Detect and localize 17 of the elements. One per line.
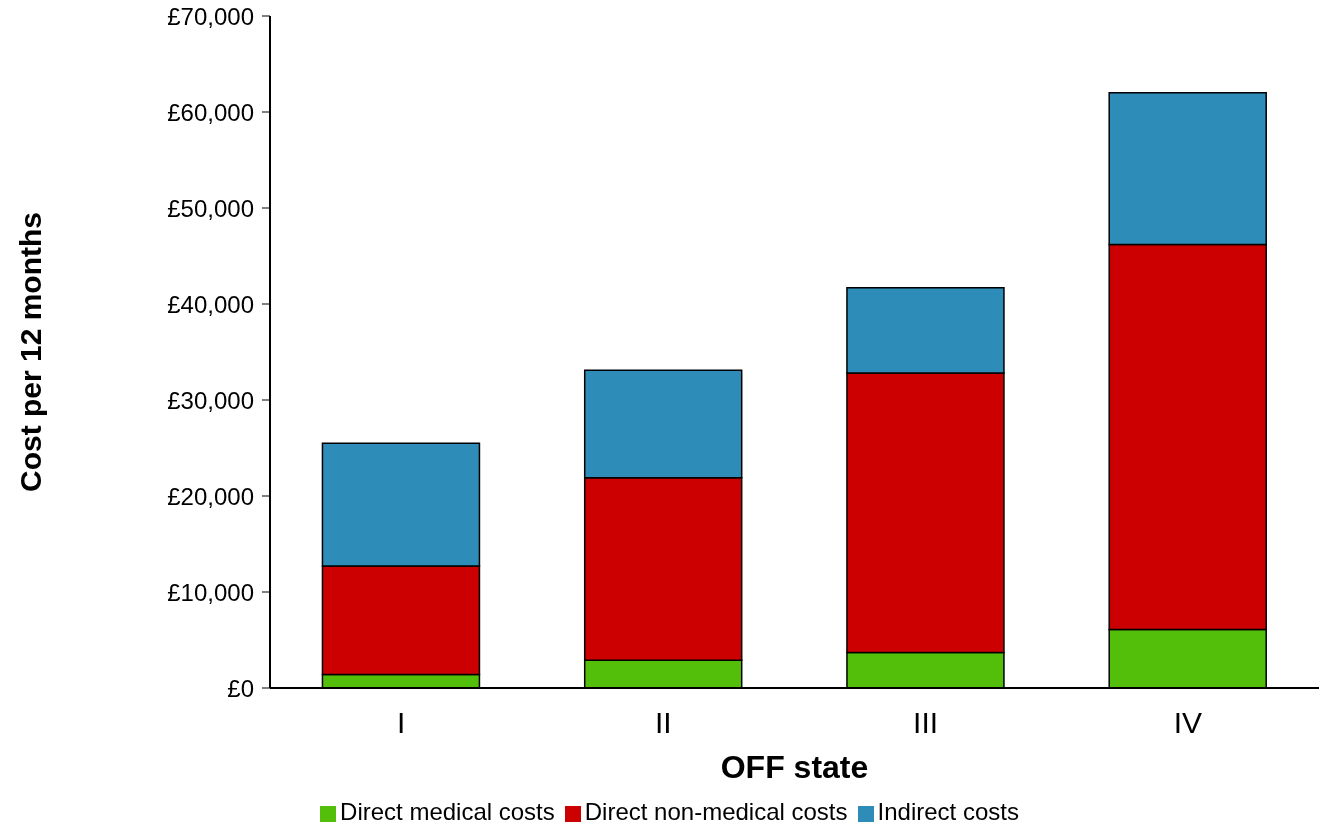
x-tick-label: IV: [1173, 706, 1203, 740]
y-tick-label: £50,000: [167, 194, 254, 222]
y-tick-label: £60,000: [167, 98, 254, 126]
y-tick-label: £30,000: [167, 386, 254, 414]
x-axis-title: OFF state: [720, 749, 869, 785]
y-tick-label: £40,000: [167, 290, 254, 318]
y-tick-label: £20,000: [167, 482, 254, 510]
legend-label: Direct medical costs: [340, 798, 555, 825]
y-tick-label: £70,000: [167, 2, 254, 30]
legend-label: Direct non-medical costs: [584, 798, 848, 825]
y-axis-title: Cost per 12 months: [13, 211, 47, 493]
legend-label: Indirect costs: [877, 798, 1019, 825]
x-tick-label: II: [655, 706, 672, 740]
x-tick-label: III: [913, 706, 939, 740]
y-tick-label: £0: [227, 674, 254, 702]
y-tick-label: £10,000: [167, 578, 254, 606]
x-tick-label: I: [396, 706, 406, 740]
